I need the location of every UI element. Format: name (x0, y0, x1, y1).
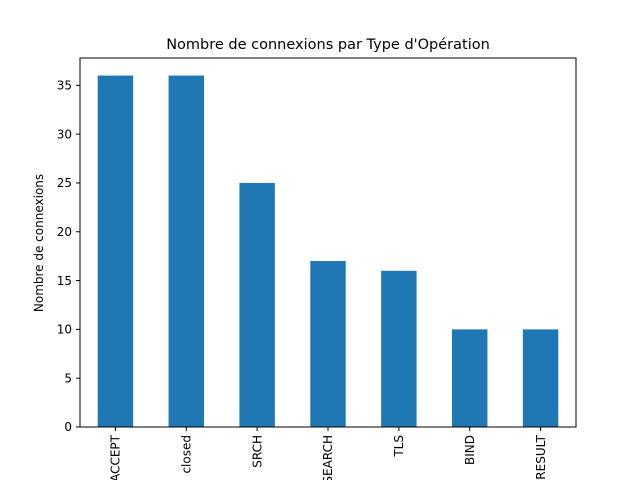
x-tick-label-accept: ACCEPT (109, 434, 123, 480)
y-tick-label: 25 (57, 176, 72, 190)
x-tick-label-search: SEARCH (321, 435, 335, 480)
bar-srch (239, 182, 275, 427)
bar-search (310, 261, 346, 427)
y-tick-label: 5 (64, 371, 72, 385)
y-axis-label: Nombre de connexions (32, 174, 46, 312)
y-tick-label: 35 (57, 79, 72, 93)
x-axis-labels: ACCEPT closed SRCH SEARCH TLS BIND RESULT (109, 434, 548, 480)
x-tick-label-closed: closed (179, 435, 193, 474)
x-tick-label-result: RESULT (534, 434, 548, 479)
y-tick-label: 20 (57, 225, 72, 239)
chart-title: Nombre de connexions par Type d'Opératio… (166, 37, 490, 53)
y-tick-label: 10 (57, 323, 72, 337)
x-tick-label-bind: BIND (463, 435, 477, 465)
bar-bind (452, 329, 488, 427)
x-tick-label-tls: TLS (392, 435, 406, 458)
bar-closed (168, 75, 204, 428)
y-tick-label: 30 (57, 127, 72, 141)
plot-area (97, 75, 559, 428)
bar-tls (381, 270, 417, 427)
y-tick-label: 0 (64, 420, 72, 434)
y-tick-label: 15 (57, 274, 72, 288)
bar-result (522, 329, 559, 427)
bar-accept (97, 75, 134, 428)
x-tick-label-srch: SRCH (250, 435, 264, 468)
